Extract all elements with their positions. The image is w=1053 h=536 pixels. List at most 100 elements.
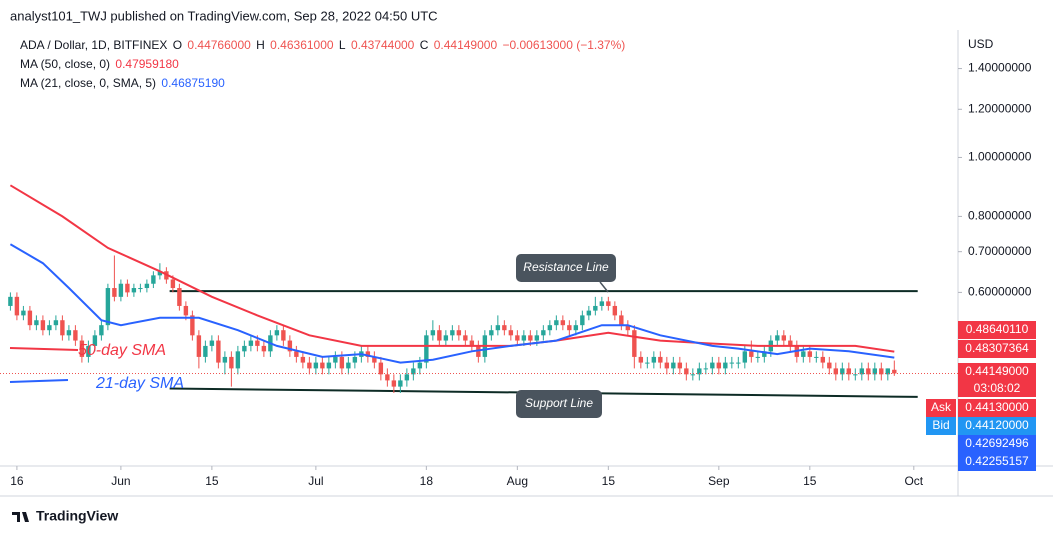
x-tick-label: Oct <box>904 474 923 488</box>
currency: USD <box>968 37 994 51</box>
candle-body <box>248 340 254 346</box>
candle-body <box>216 340 221 363</box>
candle-body <box>495 325 501 331</box>
annotation: 50-day SMA <box>78 342 166 359</box>
legend-text: 0.46361000 <box>270 38 334 52</box>
candle-body <box>190 315 195 336</box>
candle-body <box>736 362 741 364</box>
candle-body <box>866 368 871 375</box>
x-tick-label: Jul <box>308 474 323 488</box>
candle-body <box>34 320 39 326</box>
x-tick-label: 15 <box>803 474 817 488</box>
y-tick-label: 1.00000000 <box>968 150 1032 164</box>
annotations: Resistance Line Support Line 50-day SMA … <box>78 254 616 418</box>
y-tick-label: 1.40000000 <box>968 61 1032 75</box>
candle-body <box>710 362 715 369</box>
candle-body <box>729 362 735 364</box>
candle-body <box>554 320 559 326</box>
legend-text: MA (50, close, 0) <box>20 57 111 71</box>
legend-text: O <box>172 38 183 52</box>
annotation: 21-day SMA <box>95 375 184 392</box>
ma-line <box>9 184 895 353</box>
legend-ma50: MA (50, close, 0) 0.47959180 <box>20 57 181 71</box>
candle-body <box>430 330 436 336</box>
candle-body <box>625 325 631 331</box>
logo-mark <box>12 512 29 522</box>
candle-body <box>105 288 111 326</box>
candle-body <box>612 305 618 316</box>
candle-body <box>892 369 897 374</box>
legend-text: 0.43744000 <box>350 38 415 52</box>
candle-body <box>437 330 442 341</box>
candle-body <box>580 315 585 326</box>
legend-text: ADA / Dollar, 1D, BITFINEX <box>20 38 168 52</box>
candle-body <box>645 362 650 364</box>
legend-text: L <box>338 38 346 52</box>
candle-body <box>690 374 696 376</box>
candle-body <box>47 325 52 331</box>
candle-body <box>385 374 390 381</box>
price-badge <box>958 417 1036 435</box>
price-badge <box>958 435 1036 453</box>
price-badge-text: 0.44130000 <box>965 400 1029 414</box>
candle-body <box>515 335 520 341</box>
candle-body <box>879 368 884 375</box>
candle-body <box>840 368 845 375</box>
candle-body <box>638 356 644 363</box>
candle-body <box>203 345 208 357</box>
candle-body <box>541 330 546 336</box>
candle-body <box>125 283 130 293</box>
candle-body <box>365 351 371 357</box>
candle-body <box>671 362 676 369</box>
candle-body <box>703 368 709 370</box>
candle-body <box>599 301 605 306</box>
candle-body <box>872 368 878 375</box>
candle-body <box>814 356 819 358</box>
candle-body <box>716 362 722 369</box>
candle-body <box>177 288 182 306</box>
candle-body <box>651 356 657 363</box>
candle-body <box>658 356 663 363</box>
candle-body <box>229 356 234 369</box>
candle-body <box>417 362 423 369</box>
candle-body <box>606 301 611 306</box>
candle-body <box>274 330 280 336</box>
candle-body <box>398 380 403 387</box>
candle-body <box>209 340 215 346</box>
candle-body <box>320 362 325 369</box>
legend-text: 0.44149000 <box>433 38 498 52</box>
legend-text: 0.44766000 <box>187 38 251 52</box>
candle-body <box>508 330 514 336</box>
candle-body <box>801 351 806 357</box>
candle-body <box>762 351 767 357</box>
x-tick-label: 18 <box>420 474 434 488</box>
price-badge-text: 0.42692496 <box>965 436 1029 450</box>
candle-body <box>827 362 832 369</box>
decor-lines <box>9 347 79 383</box>
candle-body <box>521 335 527 341</box>
price-badge <box>958 340 1036 358</box>
publisher: analyst101_TWJ published on TradingView.… <box>10 8 438 23</box>
x-tick-label: 16 <box>10 474 24 488</box>
candle-body <box>73 330 78 341</box>
candle-body <box>456 330 462 336</box>
x-tick-label: 15 <box>205 474 219 488</box>
candle-body <box>391 380 397 387</box>
candle-body <box>560 320 566 326</box>
price-badge <box>958 399 1036 417</box>
candle-body <box>463 335 468 341</box>
candle-body <box>157 271 163 276</box>
candle-body <box>235 351 241 369</box>
arrow <box>599 281 609 293</box>
candle-body <box>424 335 429 363</box>
price-badge-text: 0.42255157 <box>965 454 1029 468</box>
candle-body <box>66 330 72 336</box>
candle-body <box>333 356 338 363</box>
candle-body <box>183 305 189 316</box>
candle-body <box>450 330 455 336</box>
candle-body <box>846 368 852 375</box>
price-badge-text: 0.44149000 <box>965 364 1029 378</box>
candle-body <box>859 368 865 375</box>
